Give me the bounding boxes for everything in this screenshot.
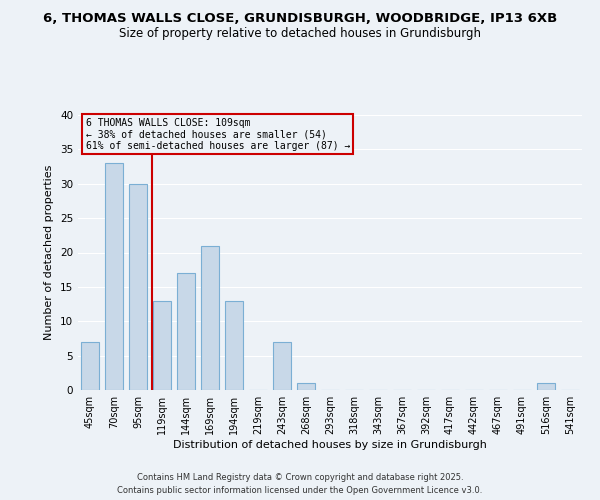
Bar xyxy=(153,300,171,390)
Text: 6, THOMAS WALLS CLOSE, GRUNDISBURGH, WOODBRIDGE, IP13 6XB: 6, THOMAS WALLS CLOSE, GRUNDISBURGH, WOO… xyxy=(43,12,557,26)
Text: Size of property relative to detached houses in Grundisburgh: Size of property relative to detached ho… xyxy=(119,28,481,40)
Bar xyxy=(105,163,123,390)
Bar xyxy=(273,342,291,390)
Bar xyxy=(177,273,195,390)
Bar xyxy=(81,342,99,390)
Text: Contains HM Land Registry data © Crown copyright and database right 2025.: Contains HM Land Registry data © Crown c… xyxy=(137,472,463,482)
Bar xyxy=(297,383,315,390)
Text: 6 THOMAS WALLS CLOSE: 109sqm
← 38% of detached houses are smaller (54)
61% of se: 6 THOMAS WALLS CLOSE: 109sqm ← 38% of de… xyxy=(86,118,350,151)
Bar xyxy=(537,383,555,390)
Bar xyxy=(225,300,243,390)
X-axis label: Distribution of detached houses by size in Grundisburgh: Distribution of detached houses by size … xyxy=(173,440,487,450)
Bar xyxy=(129,184,147,390)
Text: Contains public sector information licensed under the Open Government Licence v3: Contains public sector information licen… xyxy=(118,486,482,495)
Y-axis label: Number of detached properties: Number of detached properties xyxy=(44,165,55,340)
Bar xyxy=(201,246,219,390)
